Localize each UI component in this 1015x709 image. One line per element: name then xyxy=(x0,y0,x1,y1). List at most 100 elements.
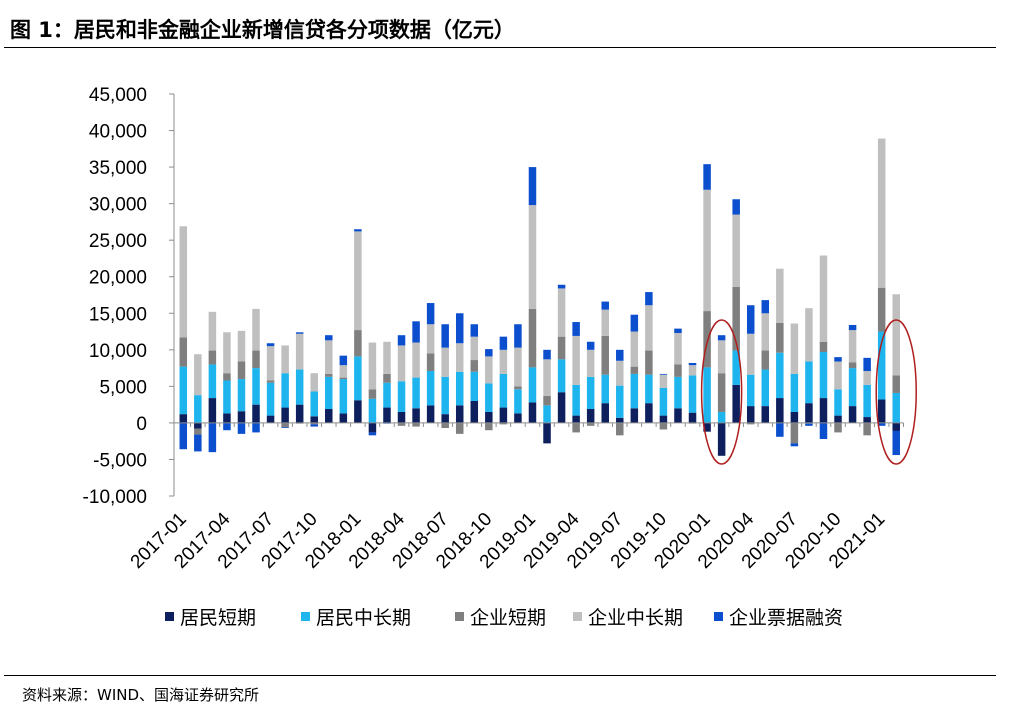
y-tick-label: 25,000 xyxy=(89,231,147,252)
bar-segment-居民短期 xyxy=(281,407,289,423)
bar-segment-企业中长期 xyxy=(470,336,479,361)
bar-segment-企业票据融资 xyxy=(194,434,202,452)
bar-segment-企业短期 xyxy=(426,353,435,372)
bar-segment-企业票据融资 xyxy=(746,305,755,334)
bar-segment-居民短期 xyxy=(877,399,886,423)
bar-segment-居民短期 xyxy=(892,422,900,431)
bar-segment-企业短期 xyxy=(208,350,217,365)
bar-segment-企业票据融资 xyxy=(252,422,260,433)
bar-segment-企业中长期 xyxy=(455,343,464,372)
bar-segment-居民中长期 xyxy=(819,352,828,399)
bar-segment-企业中长期 xyxy=(746,333,755,375)
bar-segment-企业中长期 xyxy=(877,138,886,288)
bar-segment-企业票据融资 xyxy=(237,422,246,434)
bar-segment-居民短期 xyxy=(237,411,246,423)
bar-segment-企业中长期 xyxy=(703,189,711,312)
bar-segment-居民短期 xyxy=(441,414,449,423)
bar-segment-企业短期 xyxy=(557,336,566,360)
bar-segment-居民短期 xyxy=(601,403,609,423)
source-note: 资料来源：WIND、国海证券研究所 xyxy=(22,686,260,704)
bar-segment-企业中长期 xyxy=(528,205,537,309)
bar-segment-企业中长期 xyxy=(383,341,391,374)
bar-segment-企业票据融资 xyxy=(455,313,464,344)
bar-segment-企业票据融资 xyxy=(863,357,871,372)
bar-segment-居民中长期 xyxy=(266,382,275,416)
bar-segment-居民中长期 xyxy=(645,374,653,404)
bar-segment-企业票据融资 xyxy=(674,328,682,334)
bar-segment-企业票据融资 xyxy=(223,422,231,431)
bar-segment-居民短期 xyxy=(485,411,493,423)
bar-series xyxy=(179,138,900,456)
bar-segment-居民短期 xyxy=(557,392,566,423)
bar-segment-居民短期 xyxy=(746,406,755,423)
bar-segment-企业短期 xyxy=(397,422,406,426)
bar-segment-居民中长期 xyxy=(499,373,508,408)
bar-segment-企业票据融资 xyxy=(645,292,653,306)
bar-segment-居民短期 xyxy=(310,416,318,423)
bar-segment-居民中长期 xyxy=(339,379,348,414)
bar-segment-企业票据融资 xyxy=(368,432,377,436)
legend-swatch xyxy=(573,612,582,621)
bar-segment-居民中长期 xyxy=(455,371,464,406)
bar-segment-居民中长期 xyxy=(281,373,289,408)
bar-segment-居民中长期 xyxy=(543,405,551,423)
bar-segment-居民短期 xyxy=(368,422,377,433)
bar-segment-企业中长期 xyxy=(252,308,260,351)
bar-segment-企业票据融资 xyxy=(834,357,842,362)
bar-segment-居民短期 xyxy=(194,422,202,429)
bar-segment-居民短期 xyxy=(397,411,406,423)
bar-segment-居民短期 xyxy=(208,398,217,423)
y-tick-label: 20,000 xyxy=(89,268,147,289)
bar-segment-企业票据融资 xyxy=(892,430,900,456)
bar-segment-居民短期 xyxy=(586,409,595,423)
bar-segment-居民短期 xyxy=(863,417,871,423)
bar-segment-企业短期 xyxy=(892,375,900,393)
bar-segment-企业中长期 xyxy=(834,361,842,390)
bar-segment-企业票据融资 xyxy=(179,422,188,450)
bar-segment-企业票据融资 xyxy=(543,349,551,360)
bar-segment-企业短期 xyxy=(514,386,522,390)
bar-segment-企业短期 xyxy=(383,373,391,383)
bar-segment-居民短期 xyxy=(848,406,857,423)
bar-segment-企业票据融资 xyxy=(354,229,362,232)
legend-label: 居民短期 xyxy=(180,607,256,629)
bar-segment-居民中长期 xyxy=(746,374,755,407)
bar-segment-居民短期 xyxy=(616,417,624,423)
bar-segment-企业中长期 xyxy=(776,268,784,323)
bar-segment-居民短期 xyxy=(528,402,537,423)
bar-segment-居民中长期 xyxy=(659,387,668,416)
y-tick-label: 35,000 xyxy=(89,158,147,179)
bar-segment-企业票据融资 xyxy=(805,423,813,426)
bar-segment-企业短期 xyxy=(616,422,624,436)
bar-segment-企业中长期 xyxy=(397,345,406,382)
bar-segment-企业短期 xyxy=(499,422,508,425)
bar-segment-居民中长期 xyxy=(776,352,784,399)
bar-segment-企业票据融资 xyxy=(295,332,304,334)
bar-segment-企业票据融资 xyxy=(572,322,580,336)
highlight-ellipse xyxy=(875,319,917,465)
bar-segment-居民短期 xyxy=(630,408,639,423)
bar-segment-企业中长期 xyxy=(368,342,377,390)
bar-segment-企业中长期 xyxy=(354,231,362,331)
bar-segment-企业中长期 xyxy=(514,347,522,387)
bar-segment-企业票据融资 xyxy=(776,422,784,437)
bar-segment-企业票据融资 xyxy=(208,422,217,453)
bar-segment-企业中长期 xyxy=(485,356,493,384)
bar-segment-企业票据融资 xyxy=(499,336,508,350)
bar-segment-居民中长期 xyxy=(383,382,391,408)
bar-segment-企业票据融资 xyxy=(528,167,537,206)
bar-segment-居民中长期 xyxy=(252,368,260,405)
bar-segment-企业短期 xyxy=(746,422,755,425)
y-tick-label: 0 xyxy=(136,414,147,435)
bar-segment-企业中长期 xyxy=(179,226,188,338)
bar-segment-企业短期 xyxy=(601,335,609,375)
bar-segment-居民短期 xyxy=(412,408,420,423)
bar-segment-居民短期 xyxy=(703,422,711,432)
y-tick-label: 30,000 xyxy=(89,195,147,216)
bar-segment-居民中长期 xyxy=(790,373,799,412)
bar-segment-居民中长期 xyxy=(630,373,639,409)
bar-segment-居民中长期 xyxy=(223,380,231,414)
legend-label: 居民中长期 xyxy=(316,607,411,629)
bar-segment-居民短期 xyxy=(674,408,682,423)
y-tick-label: -5,000 xyxy=(93,450,147,471)
